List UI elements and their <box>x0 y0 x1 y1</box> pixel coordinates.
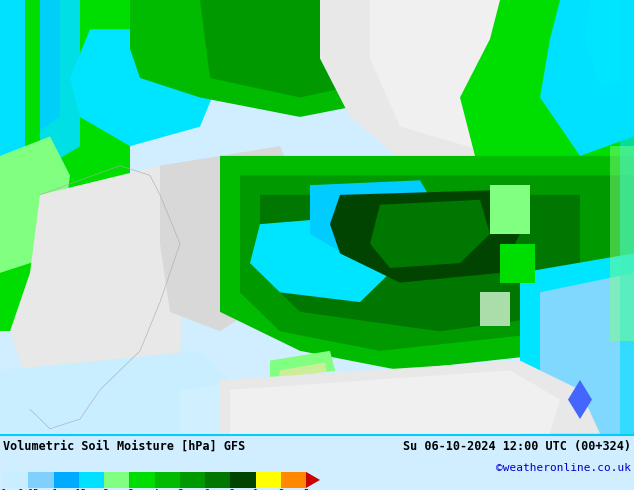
Polygon shape <box>568 380 592 419</box>
Polygon shape <box>270 351 340 409</box>
Polygon shape <box>180 370 380 434</box>
Polygon shape <box>104 472 129 488</box>
Polygon shape <box>370 200 490 268</box>
Polygon shape <box>370 0 634 156</box>
Polygon shape <box>240 175 634 351</box>
Polygon shape <box>180 472 205 488</box>
Polygon shape <box>3 472 29 488</box>
Polygon shape <box>310 180 440 263</box>
Text: Su 06-10-2024 12:00 UTC (00+324): Su 06-10-2024 12:00 UTC (00+324) <box>403 440 631 453</box>
Polygon shape <box>306 472 320 488</box>
Polygon shape <box>520 253 634 434</box>
Polygon shape <box>220 156 634 370</box>
Polygon shape <box>230 472 256 488</box>
Polygon shape <box>490 185 530 234</box>
Polygon shape <box>129 472 155 488</box>
Polygon shape <box>250 215 400 302</box>
Polygon shape <box>0 136 70 273</box>
Polygon shape <box>620 0 634 434</box>
Polygon shape <box>0 0 25 253</box>
Polygon shape <box>10 166 190 429</box>
Polygon shape <box>275 363 330 404</box>
Polygon shape <box>0 0 60 156</box>
Polygon shape <box>540 273 634 434</box>
Polygon shape <box>480 293 510 326</box>
Polygon shape <box>585 0 634 88</box>
Polygon shape <box>70 29 220 146</box>
Polygon shape <box>230 370 560 434</box>
Polygon shape <box>256 472 281 488</box>
Polygon shape <box>0 0 80 195</box>
Polygon shape <box>155 472 180 488</box>
Polygon shape <box>0 351 240 434</box>
Polygon shape <box>0 0 634 434</box>
Polygon shape <box>320 0 634 195</box>
Polygon shape <box>0 0 634 8</box>
Polygon shape <box>260 195 580 331</box>
Polygon shape <box>500 244 535 283</box>
Polygon shape <box>0 0 130 312</box>
Text: Volumetric Soil Moisture [hPa] GFS: Volumetric Soil Moisture [hPa] GFS <box>3 440 245 453</box>
Polygon shape <box>540 0 634 156</box>
Polygon shape <box>29 472 53 488</box>
Polygon shape <box>610 146 634 341</box>
Polygon shape <box>205 472 230 488</box>
Polygon shape <box>220 361 600 434</box>
Polygon shape <box>281 472 306 488</box>
Polygon shape <box>0 0 40 331</box>
Polygon shape <box>160 146 300 331</box>
Polygon shape <box>200 0 410 98</box>
Polygon shape <box>79 472 104 488</box>
Polygon shape <box>130 0 420 117</box>
Polygon shape <box>53 472 79 488</box>
Text: ©weatheronline.co.uk: ©weatheronline.co.uk <box>496 463 631 473</box>
Polygon shape <box>460 0 634 215</box>
Polygon shape <box>330 190 520 283</box>
